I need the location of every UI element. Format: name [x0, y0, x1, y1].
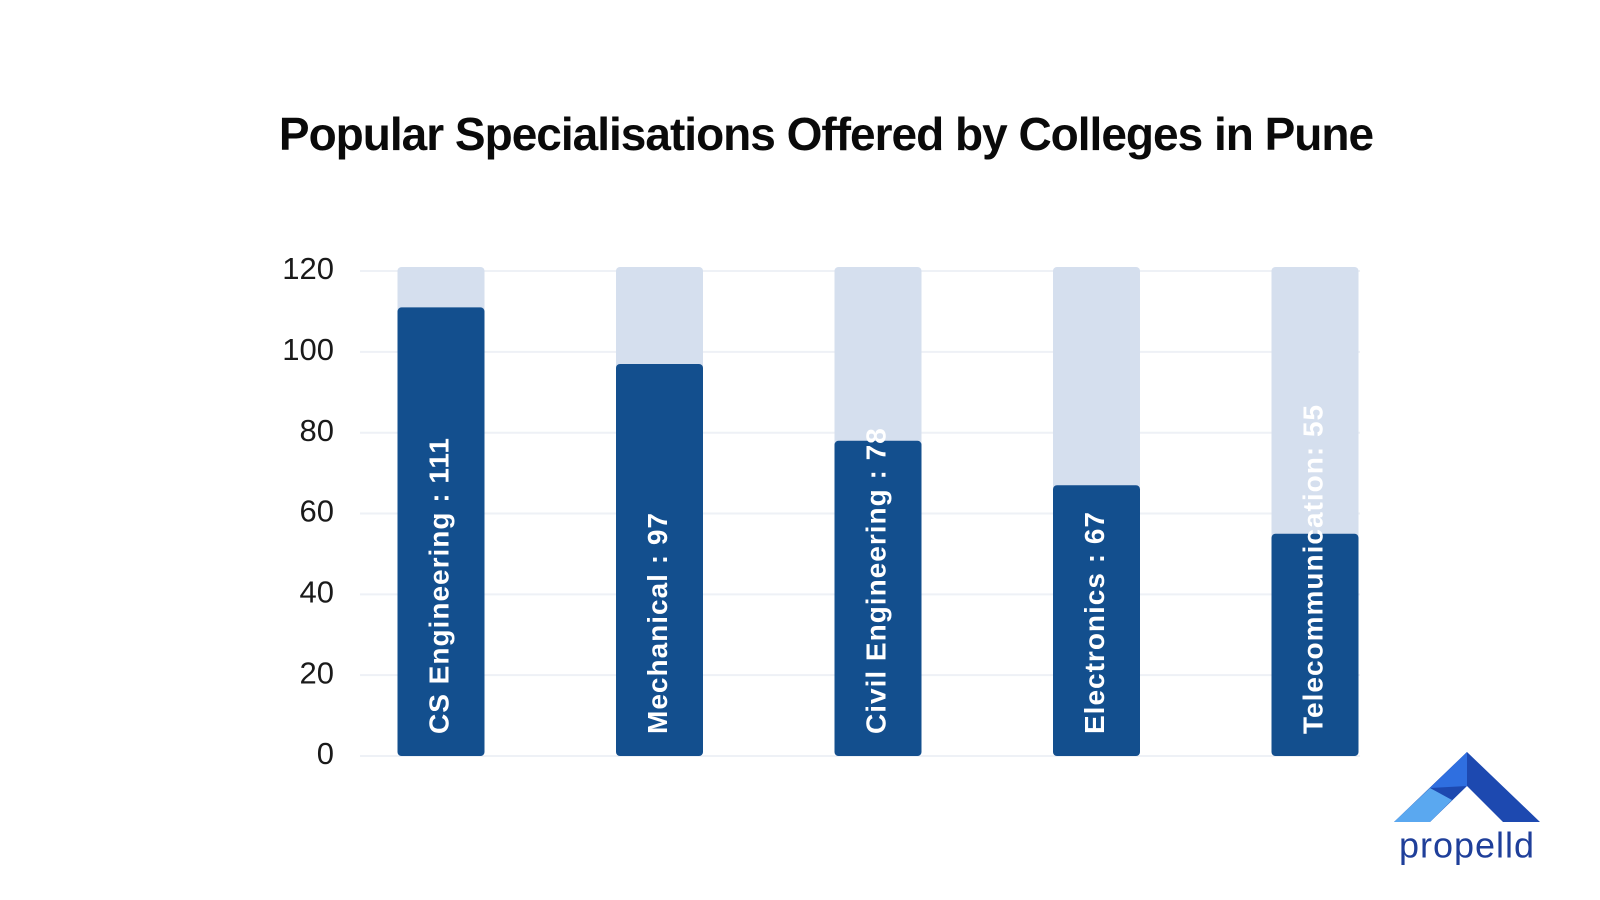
logo-shape — [1394, 788, 1452, 822]
brand-name: propelld — [1399, 825, 1535, 866]
value-label: Telecommunication: 55 — [1297, 404, 1328, 734]
y-tick-label: 0 — [317, 736, 334, 771]
y-tick-label: 60 — [300, 494, 334, 529]
value-label: Electronics : 67 — [1079, 511, 1110, 734]
bar — [616, 363, 703, 756]
chart-title: Popular Specialisations Offered by Colle… — [279, 108, 1374, 160]
y-tick-label: 120 — [282, 251, 334, 286]
value-label: Mechanical : 97 — [642, 512, 673, 734]
logo: propelld — [1394, 752, 1540, 866]
y-tick-label: 20 — [300, 655, 334, 690]
bar — [1053, 485, 1140, 756]
bar — [834, 440, 922, 756]
bar — [397, 307, 485, 756]
y-tick-label: 80 — [300, 413, 334, 448]
value-label: Civil Engineering : 78 — [860, 427, 891, 734]
logo-shape — [1430, 752, 1467, 788]
y-tick-label: 100 — [282, 332, 334, 367]
value-label: CS Engineering : 111 — [423, 437, 454, 734]
bar — [1271, 533, 1359, 756]
y-tick-label: 40 — [300, 575, 334, 610]
